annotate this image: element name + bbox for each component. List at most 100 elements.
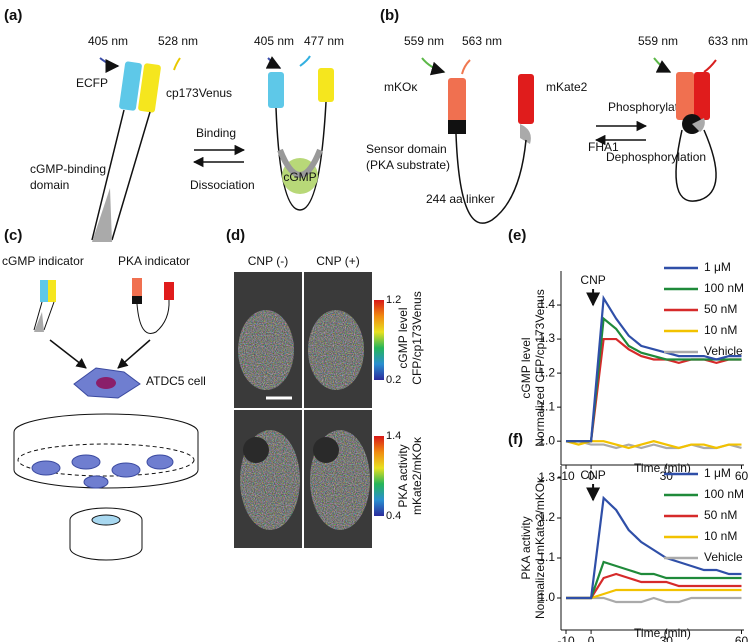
legend-label: 10 nM (704, 323, 737, 337)
wavelength: 477 nm (304, 34, 344, 48)
excitation-arrow (265, 56, 282, 69)
series-line (566, 495, 742, 600)
venus (318, 68, 334, 102)
panel-d: (d) CNP (-) CNP (+) 1.2 0.2 cGMP level C… (226, 227, 424, 548)
y-tick-label: 1.2 (538, 365, 555, 379)
linker (675, 129, 717, 202)
emission-arrow (703, 59, 717, 73)
legend-label: Vehicle (704, 344, 743, 358)
legend-label: 100 nM (704, 487, 744, 501)
series-line (566, 596, 742, 604)
linker (455, 133, 527, 224)
domain-label: Sensor domain (366, 142, 447, 156)
linker (91, 109, 151, 241)
mkate2 (164, 282, 174, 300)
wavelength: 405 nm (254, 34, 294, 48)
venus (48, 280, 56, 302)
column-label: CNP (-) (248, 254, 288, 268)
ligand-label: cGMP (283, 170, 316, 184)
annotation: CNP (580, 273, 605, 287)
mkate2 (694, 72, 710, 120)
legend-label: 1 μM (704, 466, 731, 480)
domain-label: domain (30, 178, 69, 192)
series-line (566, 588, 742, 600)
ecfp (268, 72, 284, 108)
series-line (565, 440, 742, 450)
panel-label: (a) (4, 7, 22, 24)
linker (33, 301, 55, 331)
x-tick-label: 60 (735, 469, 749, 483)
image-cell (238, 310, 294, 390)
reaction-label: Phosphorylation (608, 100, 694, 114)
binding-domain (34, 312, 44, 332)
y-tick-label: 1.1 (538, 399, 555, 413)
y-axis-label: Normalized mKate2/mKOκ (533, 476, 547, 619)
wavelength: 633 nm (708, 34, 748, 48)
x-tick-label: 0 (588, 634, 595, 642)
wavelength: 405 nm (88, 34, 128, 48)
annotation: CNP (580, 468, 605, 482)
colorbar-label: 1.2 (386, 294, 401, 306)
emission-arrow (299, 55, 311, 67)
panel-b: (b) 559 nm 563 nm 559 nm 633 nm mKOκ mKa… (366, 7, 748, 224)
y-tick-label: 1.3 (538, 331, 555, 345)
y-axis-label: Normalized CFP/cp173Venus (533, 289, 547, 446)
venus (138, 63, 161, 113)
emission-arrow (461, 59, 471, 75)
y-tick-label: 1.0 (538, 590, 555, 604)
excitation-arrow (99, 57, 120, 73)
panel-label: (f) (508, 431, 523, 448)
x-tick-label: 30 (660, 469, 674, 483)
legend-label: 10 nM (704, 529, 737, 543)
cell-label: ATDC5 cell (146, 374, 206, 388)
y-tick-label: 1.1 (538, 550, 555, 564)
nucleus (313, 437, 339, 463)
legend-label: 50 nM (704, 302, 737, 316)
reaction-label: Binding (196, 126, 236, 140)
wavelength: 559 nm (638, 34, 678, 48)
linker (275, 101, 327, 211)
arrow (49, 339, 87, 369)
y-tick-label: 1.3 (538, 470, 555, 484)
excitation-arrow (421, 57, 446, 76)
legend-label: 50 nM (704, 508, 737, 522)
panel-label: (c) (4, 227, 22, 244)
x-tick-label: 30 (660, 634, 674, 642)
wavelength: 559 nm (404, 34, 444, 48)
colorbar-label: 0.2 (386, 374, 401, 386)
y-tick-label: 1.0 (538, 433, 555, 447)
pka-substrate (132, 296, 142, 304)
colorbar-title: CFP/cp173Venus (410, 291, 424, 384)
linker-label: 244 aa linker (426, 192, 495, 206)
panel-label: (d) (226, 227, 245, 244)
indicator-label: PKA indicator (118, 254, 190, 268)
x-tick-label: 0 (588, 469, 595, 483)
colorbar (374, 300, 384, 380)
colorbar-label: 1.4 (386, 430, 401, 442)
fha1 (692, 118, 705, 132)
ecfp (119, 61, 142, 111)
protein-label: mKOκ (384, 80, 418, 94)
excitation-arrow (653, 57, 672, 73)
binding-domain (277, 148, 323, 178)
arrow (117, 339, 151, 369)
colorbar-title: cGMP level (396, 307, 410, 368)
x-axis-label: Time (min) (634, 626, 691, 640)
domain-label: cGMP-binding (30, 162, 106, 176)
cells (31, 454, 174, 489)
colorbar (374, 436, 384, 516)
series-line (566, 572, 742, 600)
ecfp (40, 280, 48, 302)
reaction-label: Dephosphorylation (606, 150, 706, 164)
emission-arrow (173, 57, 181, 71)
nucleus (243, 437, 269, 463)
panel-a: (a) 405 nm 528 nm 405 nm 477 nm ECFP cp1… (4, 7, 344, 242)
objective (69, 520, 143, 561)
series-line (566, 294, 742, 443)
legend-label: 100 nM (704, 281, 744, 295)
protein-label: cp173Venus (166, 86, 232, 100)
series-line (566, 560, 742, 600)
domain-label: (PKA substrate) (366, 158, 450, 172)
